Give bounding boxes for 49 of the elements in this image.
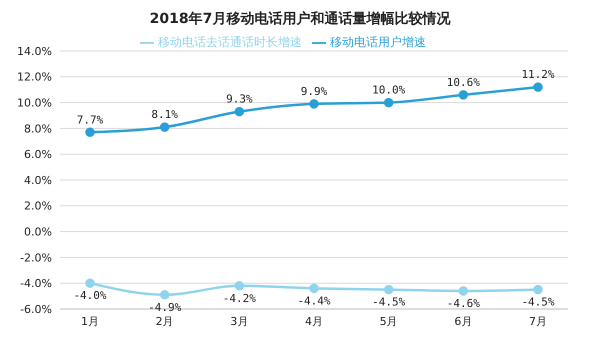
x-tick-label: 2月	[156, 314, 174, 328]
y-tick-label: 8.0%	[24, 122, 52, 136]
y-tick-label: 6.0%	[24, 148, 52, 162]
y-tick-label: -6.0%	[20, 302, 52, 316]
x-tick-label: 3月	[230, 314, 248, 328]
data-label: 10.0%	[372, 84, 406, 97]
x-tick-label: 4月	[305, 314, 323, 328]
y-tick-label: 4.0%	[24, 174, 52, 187]
point	[533, 82, 543, 92]
x-tick-label: 6月	[454, 314, 472, 328]
data-label: 10.6%	[446, 76, 480, 89]
data-label: 11.2%	[521, 68, 555, 82]
data-label: 9.9%	[300, 84, 328, 98]
point	[85, 128, 95, 138]
x-tick-label: 1月	[81, 314, 99, 328]
point	[85, 278, 95, 288]
chart-title: 2018年7月移动电话用户和通话量增幅比较情况	[148, 10, 452, 29]
data-label: -4.0%	[73, 289, 107, 302]
point	[384, 98, 394, 108]
data-label: 8.1%	[151, 108, 178, 122]
data-label: -4.6%	[446, 296, 480, 310]
y-tick-label: 12.0%	[17, 70, 52, 84]
y-tick-label: -4.0%	[20, 277, 52, 290]
y-tick-label: 10.0%	[17, 96, 52, 110]
point	[234, 281, 244, 291]
point	[533, 284, 543, 294]
y-tick-label: 2.0%	[24, 200, 52, 213]
y-tick-label: 14.0%	[17, 44, 52, 58]
data-label: -4.2%	[222, 292, 256, 305]
point	[160, 290, 170, 300]
point	[384, 284, 394, 294]
point	[309, 284, 319, 294]
data-label: -4.9%	[148, 300, 182, 314]
data-label: 9.3%	[226, 92, 253, 106]
y-tick-label: -2.0%	[20, 251, 52, 264]
legend-label: 移动电话去话通话时长增速	[158, 35, 302, 49]
point	[234, 106, 244, 116]
data-label: 7.7%	[76, 113, 104, 126]
data-label: -4.4%	[297, 294, 331, 308]
x-tick-label: 7月	[529, 314, 547, 328]
data-label: -4.5%	[372, 296, 406, 309]
y-tick-label: 0.0%	[24, 226, 52, 239]
x-tick-label: 5月	[380, 314, 398, 328]
point	[160, 122, 170, 132]
point	[458, 90, 468, 100]
data-label: -4.5%	[521, 296, 555, 309]
legend-label: 移动电话用户增速	[330, 35, 426, 49]
point	[458, 286, 468, 296]
point	[309, 99, 319, 109]
